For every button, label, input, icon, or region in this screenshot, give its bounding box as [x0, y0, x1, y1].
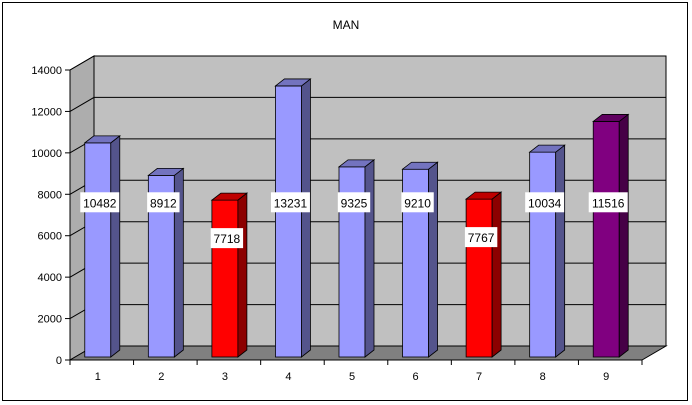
- gridline: [69, 55, 666, 71]
- y-tick-label: 4000: [38, 272, 62, 284]
- x-tick-label: 7: [476, 371, 482, 383]
- data-label-box: [210, 228, 244, 249]
- data-label-text: 11516: [592, 196, 625, 210]
- bar: [274, 78, 312, 358]
- data-label-box: [525, 192, 565, 213]
- data-label-text: 9210: [404, 196, 431, 210]
- y-tick-label: 0: [56, 355, 62, 367]
- data-label: 13231: [270, 192, 310, 213]
- bar-side: [110, 135, 121, 358]
- bar-front: [84, 142, 112, 358]
- bar-side: [428, 161, 438, 358]
- data-labels: 10482 8912 7718 13231 9325 9210 7767 10034 11516: [80, 192, 628, 249]
- data-label: 9325: [337, 192, 371, 213]
- x-tick-labels: 1 2 3 4 5 6 7 8 9: [95, 371, 610, 383]
- x-tick-label: 9: [603, 371, 609, 383]
- bar-top: [83, 135, 121, 144]
- y-tick-labels: 0 2000 4000 6000 8000 10000 12000 14000: [31, 65, 62, 367]
- data-label-text: 13231: [274, 196, 308, 210]
- bar-top: [528, 144, 566, 153]
- data-label-box: [401, 192, 434, 213]
- bar-front: [529, 151, 557, 358]
- bar-side: [618, 113, 629, 358]
- bar-side: [555, 144, 566, 358]
- bar-front: [592, 121, 620, 358]
- data-label-box: [464, 227, 498, 248]
- y-tick-label: 2000: [38, 314, 62, 326]
- data-label-text: 9325: [341, 196, 368, 210]
- bar-top: [274, 78, 312, 87]
- bar: [210, 192, 249, 358]
- x-tick-label: 1: [95, 371, 101, 383]
- bars: [83, 78, 630, 358]
- bar-front: [211, 199, 239, 358]
- bar-front: [465, 198, 493, 358]
- data-label-text: 7767: [468, 231, 495, 245]
- bar-top: [592, 114, 630, 122]
- bar-side: [491, 191, 502, 358]
- bar-side: [364, 159, 375, 358]
- data-label-text: 10034: [528, 196, 562, 210]
- data-label-text: 8912: [150, 196, 177, 210]
- data-label: 11516: [588, 192, 628, 213]
- bar-top: [401, 161, 439, 170]
- gridline: [69, 96, 666, 112]
- data-label: 7767: [464, 227, 498, 248]
- x-tick-label: 4: [285, 371, 291, 383]
- bar-side: [237, 192, 248, 358]
- data-label: 10482: [80, 192, 120, 213]
- bar: [464, 191, 503, 358]
- bar: [337, 159, 376, 358]
- axes: [65, 69, 643, 365]
- data-label-box: [588, 192, 628, 213]
- data-label-box: [147, 192, 180, 213]
- data-label-box: [270, 192, 310, 213]
- data-label: 9210: [401, 192, 434, 213]
- x-tick-label: 8: [540, 371, 546, 383]
- bar: [401, 161, 439, 358]
- x-tick-label: 3: [222, 371, 228, 383]
- data-label-text: 7718: [214, 232, 241, 246]
- y-tick-label: 8000: [38, 189, 62, 201]
- bar-front: [275, 85, 302, 358]
- y-tick-label: 14000: [31, 65, 62, 77]
- bar-top: [337, 159, 376, 168]
- bar: [83, 135, 121, 358]
- bar-top: [210, 192, 249, 201]
- bar: [528, 144, 566, 358]
- y-tick-label: 10000: [31, 148, 62, 160]
- y-tick-label: 12000: [31, 106, 62, 118]
- y-tick-label: 6000: [38, 231, 62, 243]
- data-label: 10034: [525, 192, 565, 213]
- bar-top: [147, 167, 185, 176]
- bar: [592, 113, 630, 358]
- data-label: 7718: [210, 228, 244, 249]
- data-label: 8912: [147, 192, 180, 213]
- data-label-text: 10482: [83, 196, 117, 210]
- chart-title: MAN: [333, 18, 360, 32]
- bar-top: [464, 191, 503, 200]
- x-tick-label: 2: [158, 371, 164, 383]
- x-tick-label: 5: [349, 371, 355, 383]
- data-label-box: [80, 192, 120, 213]
- x-tick-label: 6: [412, 371, 418, 383]
- data-label-box: [337, 192, 371, 213]
- bar-side: [301, 78, 311, 358]
